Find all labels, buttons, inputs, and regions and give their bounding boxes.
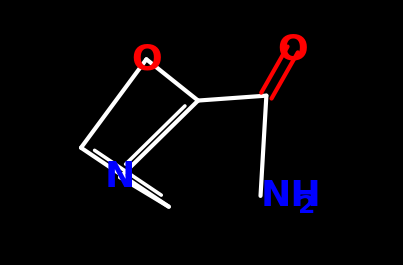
Text: 2: 2 (298, 194, 315, 218)
Text: NH: NH (260, 179, 321, 213)
Text: O: O (131, 42, 162, 76)
Text: N: N (105, 160, 135, 194)
Text: O: O (277, 32, 308, 67)
